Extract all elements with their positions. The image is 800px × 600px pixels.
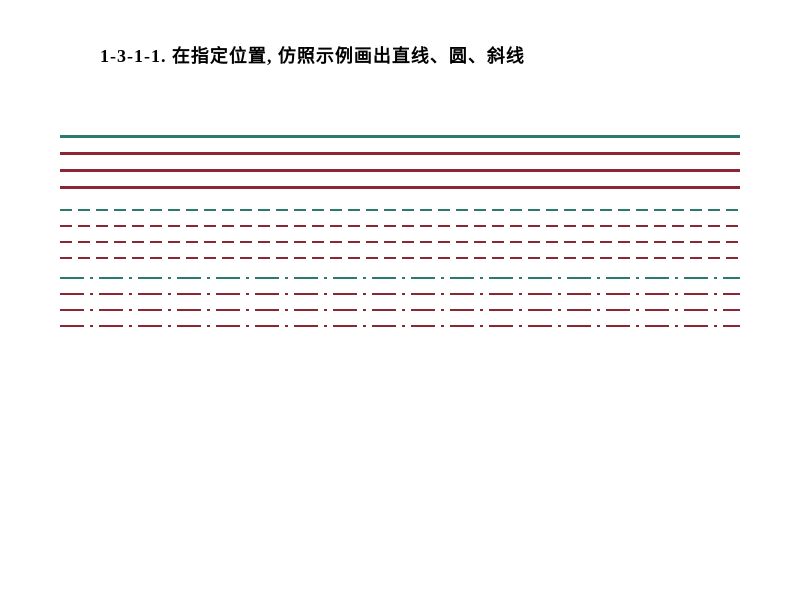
line-10 bbox=[60, 309, 740, 311]
page-title: 1-3-1-1. 在指定位置, 仿照示例画出直线、圆、斜线 bbox=[100, 42, 525, 68]
line-5 bbox=[60, 225, 740, 227]
line-6 bbox=[60, 241, 740, 243]
line-0 bbox=[60, 135, 740, 138]
line-11 bbox=[60, 325, 740, 327]
line-9 bbox=[60, 293, 740, 295]
lines-container bbox=[60, 135, 740, 341]
line-1 bbox=[60, 152, 740, 155]
line-3 bbox=[60, 186, 740, 189]
line-2 bbox=[60, 169, 740, 172]
line-4 bbox=[60, 209, 740, 211]
line-8 bbox=[60, 277, 740, 279]
line-7 bbox=[60, 257, 740, 259]
